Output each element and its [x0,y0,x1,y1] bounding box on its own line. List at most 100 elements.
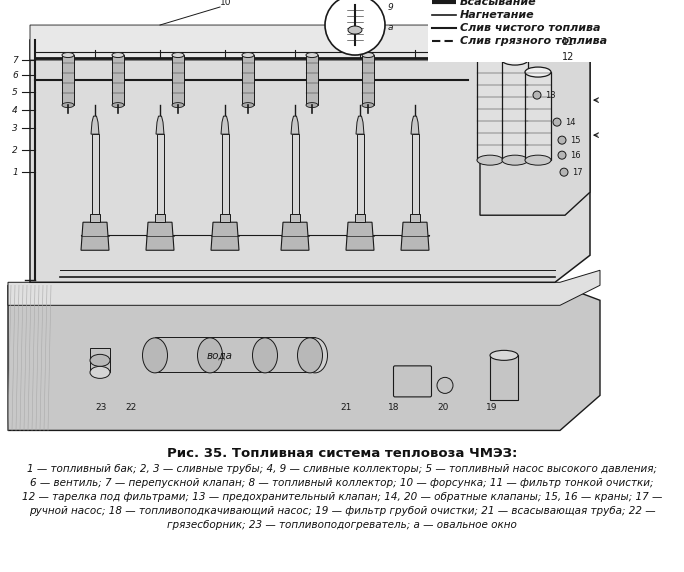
Text: 10: 10 [220,0,231,7]
FancyBboxPatch shape [291,134,298,214]
Polygon shape [291,116,299,134]
Polygon shape [356,116,364,134]
Text: Всасывание: Всасывание [460,0,537,7]
Polygon shape [8,270,600,305]
Ellipse shape [525,155,551,165]
Polygon shape [8,285,600,430]
Polygon shape [146,222,174,251]
Circle shape [558,151,566,159]
Polygon shape [480,35,590,215]
Ellipse shape [90,355,110,367]
FancyBboxPatch shape [428,0,676,62]
FancyBboxPatch shape [393,366,432,397]
Text: 14: 14 [565,118,575,126]
Text: Нагнетание: Нагнетание [460,10,535,20]
Polygon shape [211,222,239,251]
Text: 20: 20 [437,403,449,412]
Ellipse shape [302,338,328,373]
Ellipse shape [242,53,254,58]
Polygon shape [30,25,590,60]
Text: ручной насос; 18 — топливоподкачивающий насос; 19 — фильтр грубой очистки; 21 — : ручной насос; 18 — топливоподкачивающий … [29,506,655,516]
Ellipse shape [198,338,222,373]
FancyBboxPatch shape [242,55,254,105]
Text: 1: 1 [12,168,18,177]
Circle shape [558,136,566,144]
FancyBboxPatch shape [90,214,100,222]
FancyBboxPatch shape [220,214,230,222]
Polygon shape [81,222,109,251]
FancyBboxPatch shape [290,214,300,222]
FancyBboxPatch shape [222,134,228,214]
Text: 2: 2 [12,146,18,154]
Ellipse shape [90,366,110,379]
Polygon shape [91,116,99,134]
Text: грязесборник; 23 — топливоподогреватель; а — овальное окно: грязесборник; 23 — топливоподогреватель;… [167,520,517,530]
Ellipse shape [112,102,124,108]
FancyBboxPatch shape [490,355,518,400]
FancyBboxPatch shape [92,134,98,214]
FancyBboxPatch shape [525,72,551,160]
Text: 5: 5 [12,88,18,97]
Text: 17: 17 [572,168,583,177]
FancyBboxPatch shape [90,348,110,372]
Ellipse shape [172,102,184,108]
FancyBboxPatch shape [157,134,163,214]
FancyBboxPatch shape [412,134,419,214]
Ellipse shape [142,338,168,373]
Text: 12 — тарелка под фильтрами; 13 — предохранительный клапан; 14, 20 — обратные кла: 12 — тарелка под фильтрами; 13 — предохр… [22,492,662,502]
Circle shape [325,0,385,55]
FancyBboxPatch shape [410,214,420,222]
Ellipse shape [306,102,318,108]
Circle shape [533,91,541,99]
Polygon shape [221,116,229,134]
Text: 15: 15 [570,136,581,145]
Ellipse shape [502,155,528,165]
FancyBboxPatch shape [356,134,363,214]
Text: 12: 12 [562,52,575,62]
Ellipse shape [490,350,518,360]
Ellipse shape [362,53,374,58]
Polygon shape [30,40,590,283]
Text: 6: 6 [12,70,18,80]
Text: 23: 23 [95,403,107,412]
Ellipse shape [298,338,322,373]
Text: 13: 13 [545,90,555,100]
Ellipse shape [502,55,528,65]
Ellipse shape [242,102,254,108]
Text: 6 — вентиль; 7 — перепускной клапан; 8 — топливный коллектор; 10 — форсунка; 11 : 6 — вентиль; 7 — перепускной клапан; 8 —… [30,478,654,488]
Text: 21: 21 [340,403,352,412]
Polygon shape [401,222,429,251]
FancyBboxPatch shape [172,55,184,105]
Ellipse shape [477,40,503,50]
FancyBboxPatch shape [362,55,374,105]
Polygon shape [156,116,164,134]
Text: 7: 7 [12,55,18,65]
Ellipse shape [62,53,74,58]
Text: 9: 9 [388,3,394,12]
Circle shape [553,118,561,126]
FancyBboxPatch shape [306,55,318,105]
Text: 11: 11 [562,37,575,47]
Text: 4: 4 [12,106,18,114]
Text: 1 — топливный бак; 2, 3 — сливные трубы; 4, 9 — сливные коллекторы; 5 — топливны: 1 — топливный бак; 2, 3 — сливные трубы;… [27,464,657,474]
Ellipse shape [62,102,74,108]
Ellipse shape [112,53,124,58]
Ellipse shape [348,26,362,34]
Ellipse shape [306,53,318,58]
FancyBboxPatch shape [62,55,74,105]
Text: 22: 22 [125,403,136,412]
Ellipse shape [172,53,184,58]
FancyBboxPatch shape [355,214,365,222]
Text: Рис. 35. Топливная система тепловоза ЧМЭЗ:: Рис. 35. Топливная система тепловоза ЧМЭ… [167,447,517,460]
Text: 3: 3 [12,124,18,133]
Ellipse shape [525,67,551,77]
Text: 19: 19 [486,403,497,412]
FancyBboxPatch shape [155,337,315,372]
Text: вода: вода [207,351,233,360]
FancyBboxPatch shape [502,60,528,160]
Ellipse shape [252,338,278,373]
Circle shape [437,378,453,394]
Ellipse shape [362,102,374,108]
Text: Слив чистого топлива: Слив чистого топлива [460,23,601,33]
FancyBboxPatch shape [155,214,165,222]
